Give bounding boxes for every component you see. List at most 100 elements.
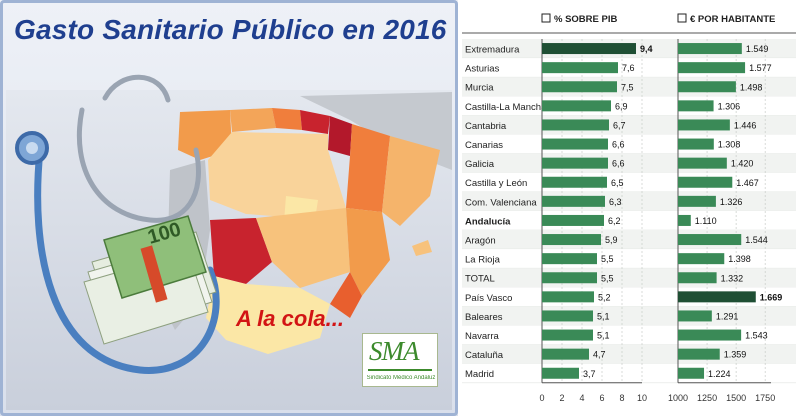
bar — [542, 291, 594, 303]
x-tick-label: 8 — [619, 393, 624, 403]
region-castilla-la-mancha — [256, 208, 350, 288]
bar — [542, 43, 636, 55]
data-label: 6,6 — [612, 159, 625, 169]
data-label: 1.420 — [731, 159, 754, 169]
bar — [678, 234, 742, 246]
region-aragon — [346, 124, 390, 212]
data-label: 7,5 — [621, 82, 634, 92]
data-label: 1.498 — [740, 82, 763, 92]
x-tick-label: 4 — [579, 393, 584, 403]
row-label: Canarias — [465, 140, 503, 151]
x-tick-label: 1250 — [697, 393, 717, 403]
bar — [678, 348, 720, 360]
data-label: 7,6 — [622, 63, 635, 73]
table-row — [462, 268, 796, 288]
bar — [678, 62, 746, 74]
data-label: 1.291 — [716, 311, 739, 321]
spain-map-illustration: 100 — [6, 74, 452, 410]
bar — [542, 62, 618, 74]
row-label: Navarra — [465, 331, 500, 342]
bar — [678, 253, 725, 265]
bar — [542, 310, 593, 322]
row-label: Baleares — [465, 312, 503, 323]
bar — [542, 138, 608, 150]
data-label: 1.110 — [695, 216, 717, 226]
row-label: Cantabria — [465, 121, 507, 132]
region-valenciana — [346, 208, 390, 296]
logo-underline — [368, 369, 432, 371]
data-label: 1.359 — [724, 350, 747, 360]
bar — [542, 253, 597, 265]
bar — [542, 367, 579, 379]
infographic-panel: 100 Gasto Sanitario Público en 2016 A la… — [0, 0, 458, 416]
region-cantabria — [272, 108, 302, 130]
row-label: Cataluña — [465, 350, 504, 361]
data-label: 1.326 — [720, 197, 743, 207]
bar — [678, 100, 714, 112]
bar — [678, 119, 730, 131]
stethoscope-tube — [34, 146, 220, 374]
bar — [678, 272, 717, 284]
row-label: Castilla-La Mancha — [465, 102, 547, 113]
logo-subtitle: Sindicato Médico Andaluz — [366, 375, 436, 381]
x-tick-label: 0 — [539, 393, 544, 403]
row-label: Madrid — [465, 369, 494, 380]
data-label: 1.577 — [749, 63, 772, 73]
bar-charts: Extremadura Asturias Murcia Castilla-La Man… — [462, 13, 796, 403]
chart-title-box — [677, 13, 687, 23]
data-label: 5,5 — [601, 273, 614, 283]
stethoscope-binaural — [76, 107, 201, 223]
map-caption: A la cola... — [236, 306, 345, 331]
data-label: 9,4 — [640, 44, 653, 54]
bar — [542, 176, 607, 188]
data-label: 1.308 — [718, 140, 741, 150]
data-label: 5,9 — [605, 235, 618, 245]
data-label: 6,3 — [609, 197, 622, 207]
row-label: País Vasco — [465, 293, 512, 304]
region-galicia — [178, 110, 232, 160]
x-tick-label: 1500 — [726, 393, 746, 403]
bar — [542, 195, 605, 207]
chart-title-box — [541, 13, 551, 23]
data-label: 6,2 — [608, 216, 621, 226]
stethoscope-diaphragm — [26, 142, 38, 154]
row-label: Andalucía — [465, 216, 511, 227]
region-extremadura — [210, 218, 272, 284]
bar — [542, 157, 608, 169]
data-label: 1.306 — [718, 101, 741, 111]
bar — [542, 234, 601, 246]
row-label: TOTAL — [465, 274, 495, 285]
region-baleares — [412, 240, 432, 256]
region-asturias — [230, 108, 276, 132]
data-label: 1.398 — [728, 254, 751, 264]
region-murcia — [330, 272, 362, 318]
bar — [678, 81, 736, 93]
data-label: 1.543 — [745, 331, 768, 341]
x-tick-label: 1000 — [668, 393, 688, 403]
banknote-band — [140, 245, 168, 303]
table-row — [462, 363, 796, 383]
data-label: 5,5 — [601, 254, 614, 264]
data-label: 1.332 — [721, 273, 744, 283]
bar — [678, 157, 727, 169]
bar — [678, 329, 742, 341]
data-label: 6,9 — [615, 101, 628, 111]
data-label: 5,1 — [597, 311, 610, 321]
bar — [678, 195, 716, 207]
region-castilla-leon — [208, 132, 346, 218]
row-label: Com. Valenciana — [465, 197, 537, 208]
data-label: 1.446 — [734, 120, 757, 130]
x-tick-label: 10 — [637, 393, 647, 403]
data-label: 6,7 — [613, 120, 626, 130]
x-tick-label: 1750 — [755, 393, 775, 403]
bar — [678, 367, 705, 379]
logo-text: SMA — [369, 336, 419, 366]
data-label: 1.669 — [760, 292, 783, 302]
data-label: 1.467 — [736, 178, 759, 188]
page-title: Gasto Sanitario Público en 2016 — [14, 14, 447, 45]
bar — [678, 176, 733, 188]
bar — [678, 214, 691, 226]
data-label: 1.549 — [746, 44, 769, 54]
data-label: 6,6 — [612, 140, 625, 150]
chart-title: € POR HABITANTE — [690, 14, 775, 25]
